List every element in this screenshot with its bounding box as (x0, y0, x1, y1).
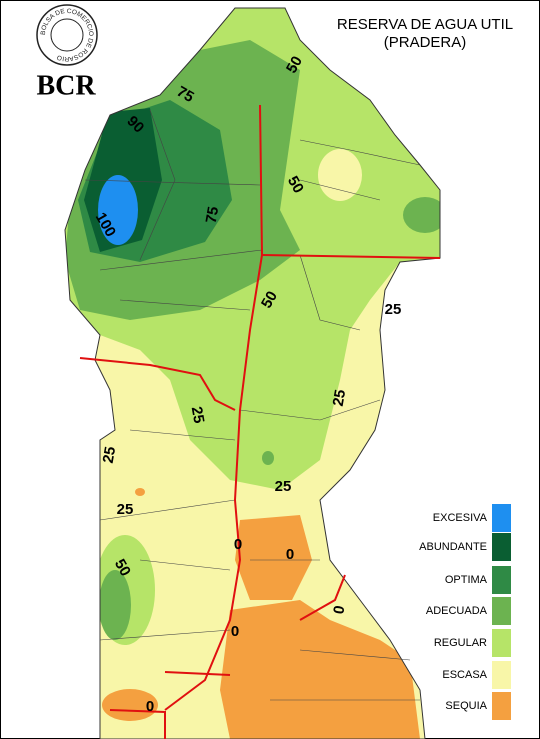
legend-swatch (492, 566, 511, 594)
title: RESERVA DE AGUA UTIL (337, 16, 513, 33)
legend-label: ADECUADA (426, 605, 488, 617)
zone-adecuada (99, 570, 131, 640)
zone-adecuada (403, 197, 440, 233)
department-borders (84, 109, 421, 701)
legend-label: OPTIMA (445, 574, 488, 586)
contour-label: 50 (258, 288, 281, 311)
contour-label: 25 (100, 445, 120, 464)
zone-escasa (318, 149, 362, 201)
legend-swatch (492, 661, 511, 689)
legend-swatch (492, 629, 511, 657)
legend: EXCESIVA ABUNDANTE OPTIMA ADECUADA REGULAR ES… (419, 504, 511, 720)
contour-label: 0 (146, 698, 154, 715)
zone-sequia (135, 488, 145, 496)
legend-label: ESCASA (442, 669, 487, 681)
contour-label: 0 (234, 536, 242, 553)
contour-label: 25 (117, 501, 134, 518)
contour-label: 25 (330, 388, 350, 407)
zone-excesiva (98, 175, 138, 245)
contour-label: 0 (231, 623, 239, 640)
contour-label: 0 (286, 546, 294, 563)
contour-label: 0 (330, 604, 348, 615)
contour-label: 75 (174, 83, 197, 106)
contour-label: 75 (203, 205, 223, 224)
legend-label: REGULAR (434, 637, 487, 649)
zone-sequia (220, 600, 420, 739)
contour-label: 25 (275, 478, 292, 495)
zone-sequia (102, 689, 158, 721)
logo-ring (36, 4, 98, 66)
boundaries (79, 104, 441, 739)
legend-swatch (492, 504, 511, 532)
logo-inner (50, 18, 84, 52)
legend-label: EXCESIVA (433, 512, 488, 524)
zone-sequia (235, 515, 312, 600)
zone-adecuada (262, 451, 274, 465)
legend-label: SEQUIA (445, 700, 487, 712)
contour-label: 50 (111, 556, 134, 579)
contour-label: 25 (385, 301, 402, 318)
legend-swatch (492, 692, 511, 720)
subtitle: (PRADERA) (384, 34, 467, 51)
contour-label: 50 (283, 53, 306, 76)
legend-swatch (492, 597, 511, 625)
province-outline (64, 7, 441, 739)
logo: BCR (36, 70, 96, 101)
legend-label: ABUNDANTE (419, 541, 487, 553)
contour-label: 25 (188, 405, 208, 424)
legend-swatch (492, 533, 511, 561)
contour-label: 50 (284, 173, 307, 196)
